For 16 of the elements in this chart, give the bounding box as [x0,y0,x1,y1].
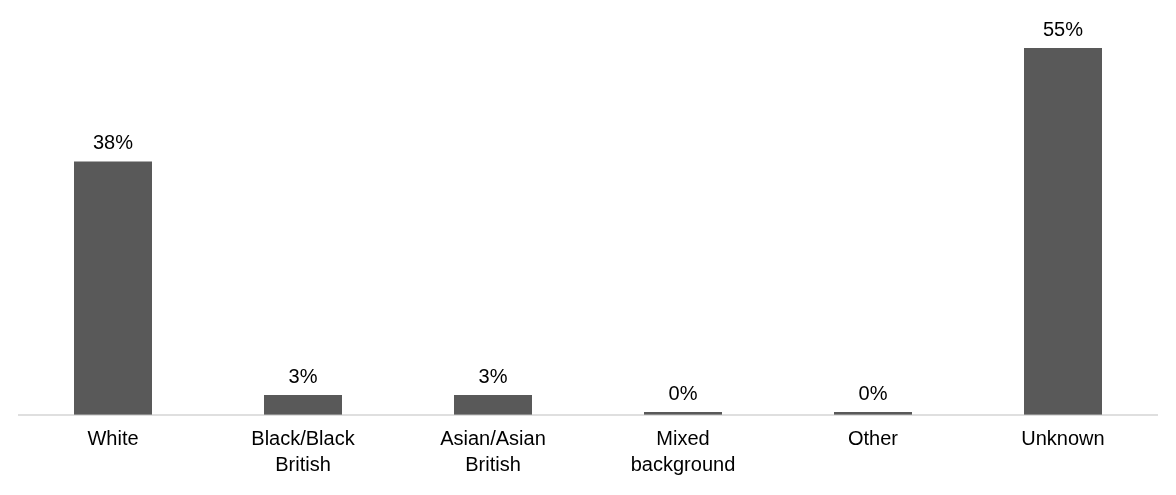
data-label: 38% [92,131,134,154]
x-tick-label: Asian/Asian British [440,427,546,475]
bar [264,394,342,415]
x-tick-label: Black/Black British [251,427,356,475]
x-tick-label: Unknown [1021,427,1105,449]
bar [454,394,532,415]
bar [74,161,152,415]
data-label: 0% [858,382,888,404]
data-label: 0% [668,382,698,404]
bar [1024,48,1102,415]
x-tick-label: Mixed background [630,427,736,475]
data-label: 3% [478,364,508,387]
x-tick-label: White [87,427,139,449]
data-label: 55% [1042,18,1084,40]
data-label: 3% [288,364,318,387]
x-tick-label: Other [847,427,899,449]
